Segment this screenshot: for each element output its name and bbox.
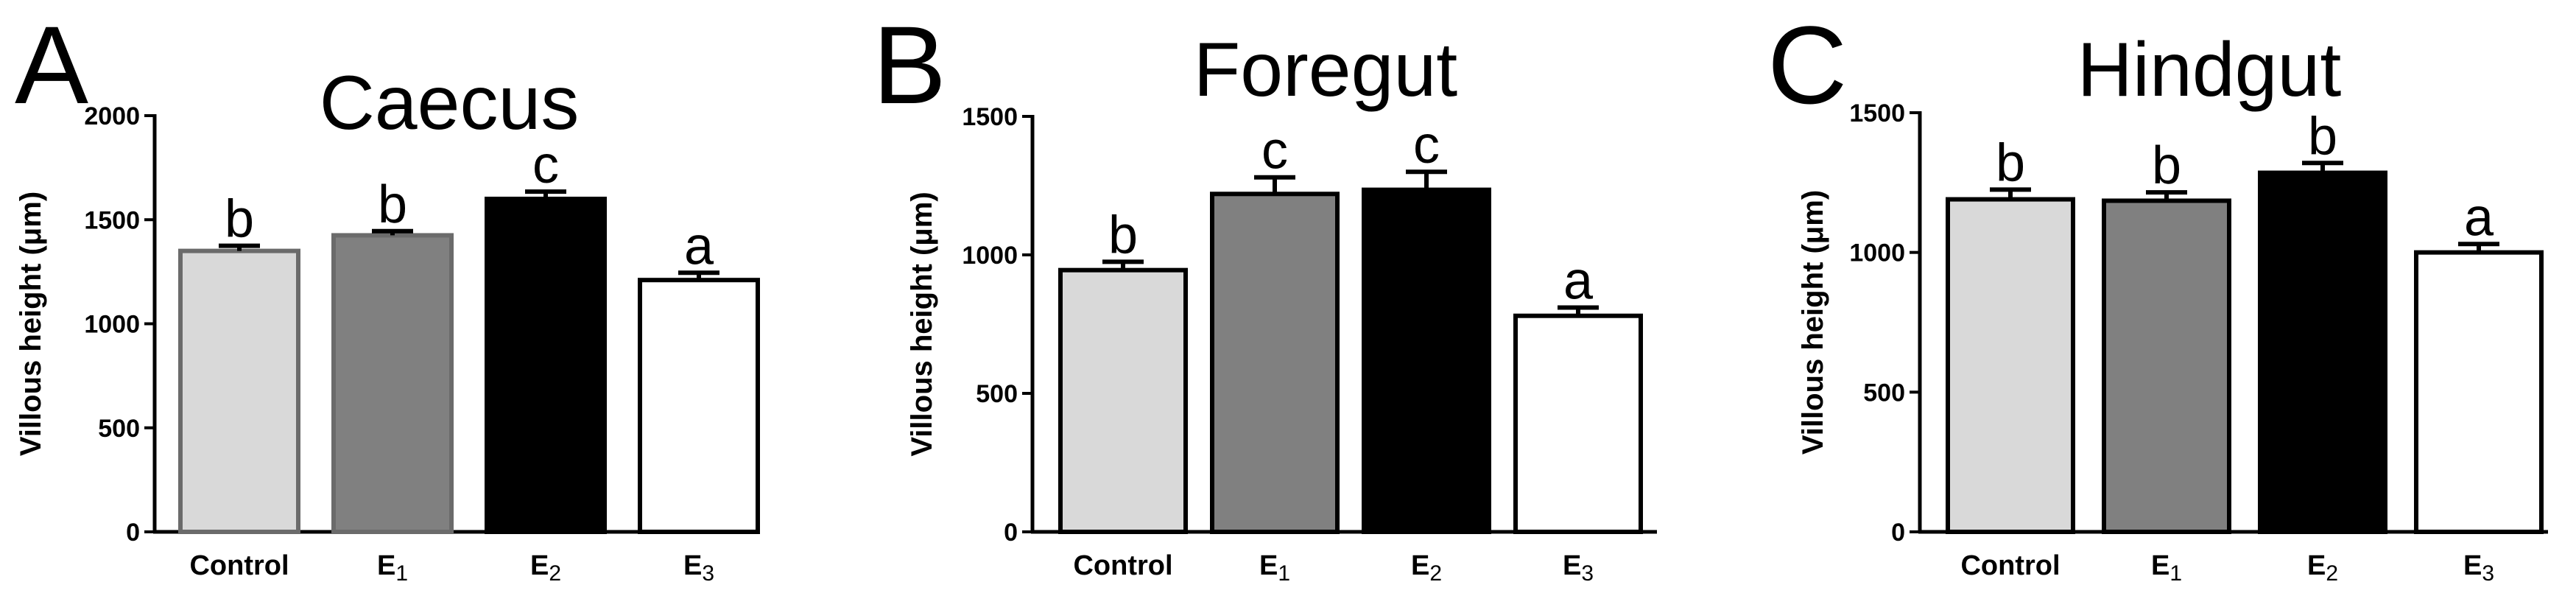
bar-e1 bbox=[1210, 192, 1340, 534]
x-tick-label: E1 bbox=[1259, 550, 1290, 586]
y-axis-label: Villous height (μm) bbox=[15, 192, 47, 456]
bar-e2 bbox=[2258, 170, 2387, 534]
x-tick-label: Control bbox=[1073, 550, 1172, 581]
significance-letter: a bbox=[684, 217, 714, 276]
significance-letter: b bbox=[225, 190, 254, 249]
significance-letter: c bbox=[1413, 116, 1440, 175]
y-tick-label: 0 bbox=[126, 519, 140, 547]
x-tick-label: E3 bbox=[1563, 550, 1594, 586]
panel-letter: C bbox=[1767, 3, 1847, 127]
y-tick-label: 1000 bbox=[1849, 239, 1905, 267]
y-tick-label: 1500 bbox=[1849, 99, 1905, 127]
y-tick-label: 2000 bbox=[84, 102, 140, 130]
x-tick-label: E1 bbox=[2151, 550, 2182, 586]
significance-letter: c bbox=[532, 136, 559, 194]
y-tick-label: 500 bbox=[98, 415, 140, 443]
significance-letter: c bbox=[1261, 122, 1288, 180]
chart-panel-b: B Foregut Villous height (μm) 0 500 1000 1500 b… bbox=[873, 3, 1657, 586]
x-tick-label: E3 bbox=[683, 550, 714, 586]
y-axis-label: Villous height (μm) bbox=[1797, 190, 1829, 455]
y-tick-label: 0 bbox=[1891, 519, 1905, 547]
bar-e2 bbox=[1362, 187, 1491, 534]
y-tick-label: 1000 bbox=[962, 242, 1018, 270]
chart-title: Foregut bbox=[1194, 27, 1458, 113]
y-axis-label: Villous height (μm) bbox=[906, 192, 938, 456]
chart-title: Hindgut bbox=[2077, 27, 2342, 113]
bar-e1 bbox=[331, 233, 454, 534]
x-tick-label: E1 bbox=[377, 550, 408, 586]
bar-e3 bbox=[2414, 250, 2544, 534]
panel-letter: B bbox=[873, 3, 946, 127]
y-tick-label: 1500 bbox=[84, 206, 140, 234]
x-tick-label: E2 bbox=[530, 550, 561, 586]
y-tick-label: 1500 bbox=[962, 103, 1018, 131]
x-tick-label: Control bbox=[1960, 550, 2060, 581]
x-tick-label: Control bbox=[189, 550, 289, 581]
bar-e1 bbox=[2102, 198, 2231, 534]
y-tick-label: 500 bbox=[1863, 379, 1905, 407]
bar-control bbox=[178, 248, 300, 534]
chart-title: Caecus bbox=[320, 60, 580, 146]
y-tick-label: 1000 bbox=[84, 311, 140, 339]
significance-letter: b bbox=[378, 175, 407, 234]
chart-panel-a: A Caecus Villous height (μm) 0 500 1000 1500 20… bbox=[15, 3, 760, 586]
panel-letter: A bbox=[15, 3, 88, 127]
x-tick-label: E3 bbox=[2463, 550, 2494, 586]
significance-letter: b bbox=[2308, 107, 2337, 166]
bar-e2 bbox=[485, 197, 607, 534]
y-tick-label: 500 bbox=[976, 380, 1018, 408]
bar-control bbox=[1058, 267, 1188, 534]
significance-letter: a bbox=[2464, 188, 2494, 247]
chart-panel-c: C Hindgut Villous height (μm) 0 500 1000 1500 b… bbox=[1767, 3, 2548, 586]
bar-e3 bbox=[638, 278, 760, 534]
x-tick-label: E2 bbox=[2307, 550, 2338, 586]
bar-e3 bbox=[1513, 313, 1643, 534]
y-tick-label: 0 bbox=[1004, 519, 1018, 547]
significance-letter: b bbox=[2152, 136, 2181, 195]
x-tick-label: E2 bbox=[1411, 550, 1442, 586]
bar-control bbox=[1946, 197, 2075, 534]
significance-letter: b bbox=[1108, 206, 1138, 264]
significance-letter: b bbox=[1996, 133, 2025, 192]
significance-letter: a bbox=[1563, 251, 1594, 310]
